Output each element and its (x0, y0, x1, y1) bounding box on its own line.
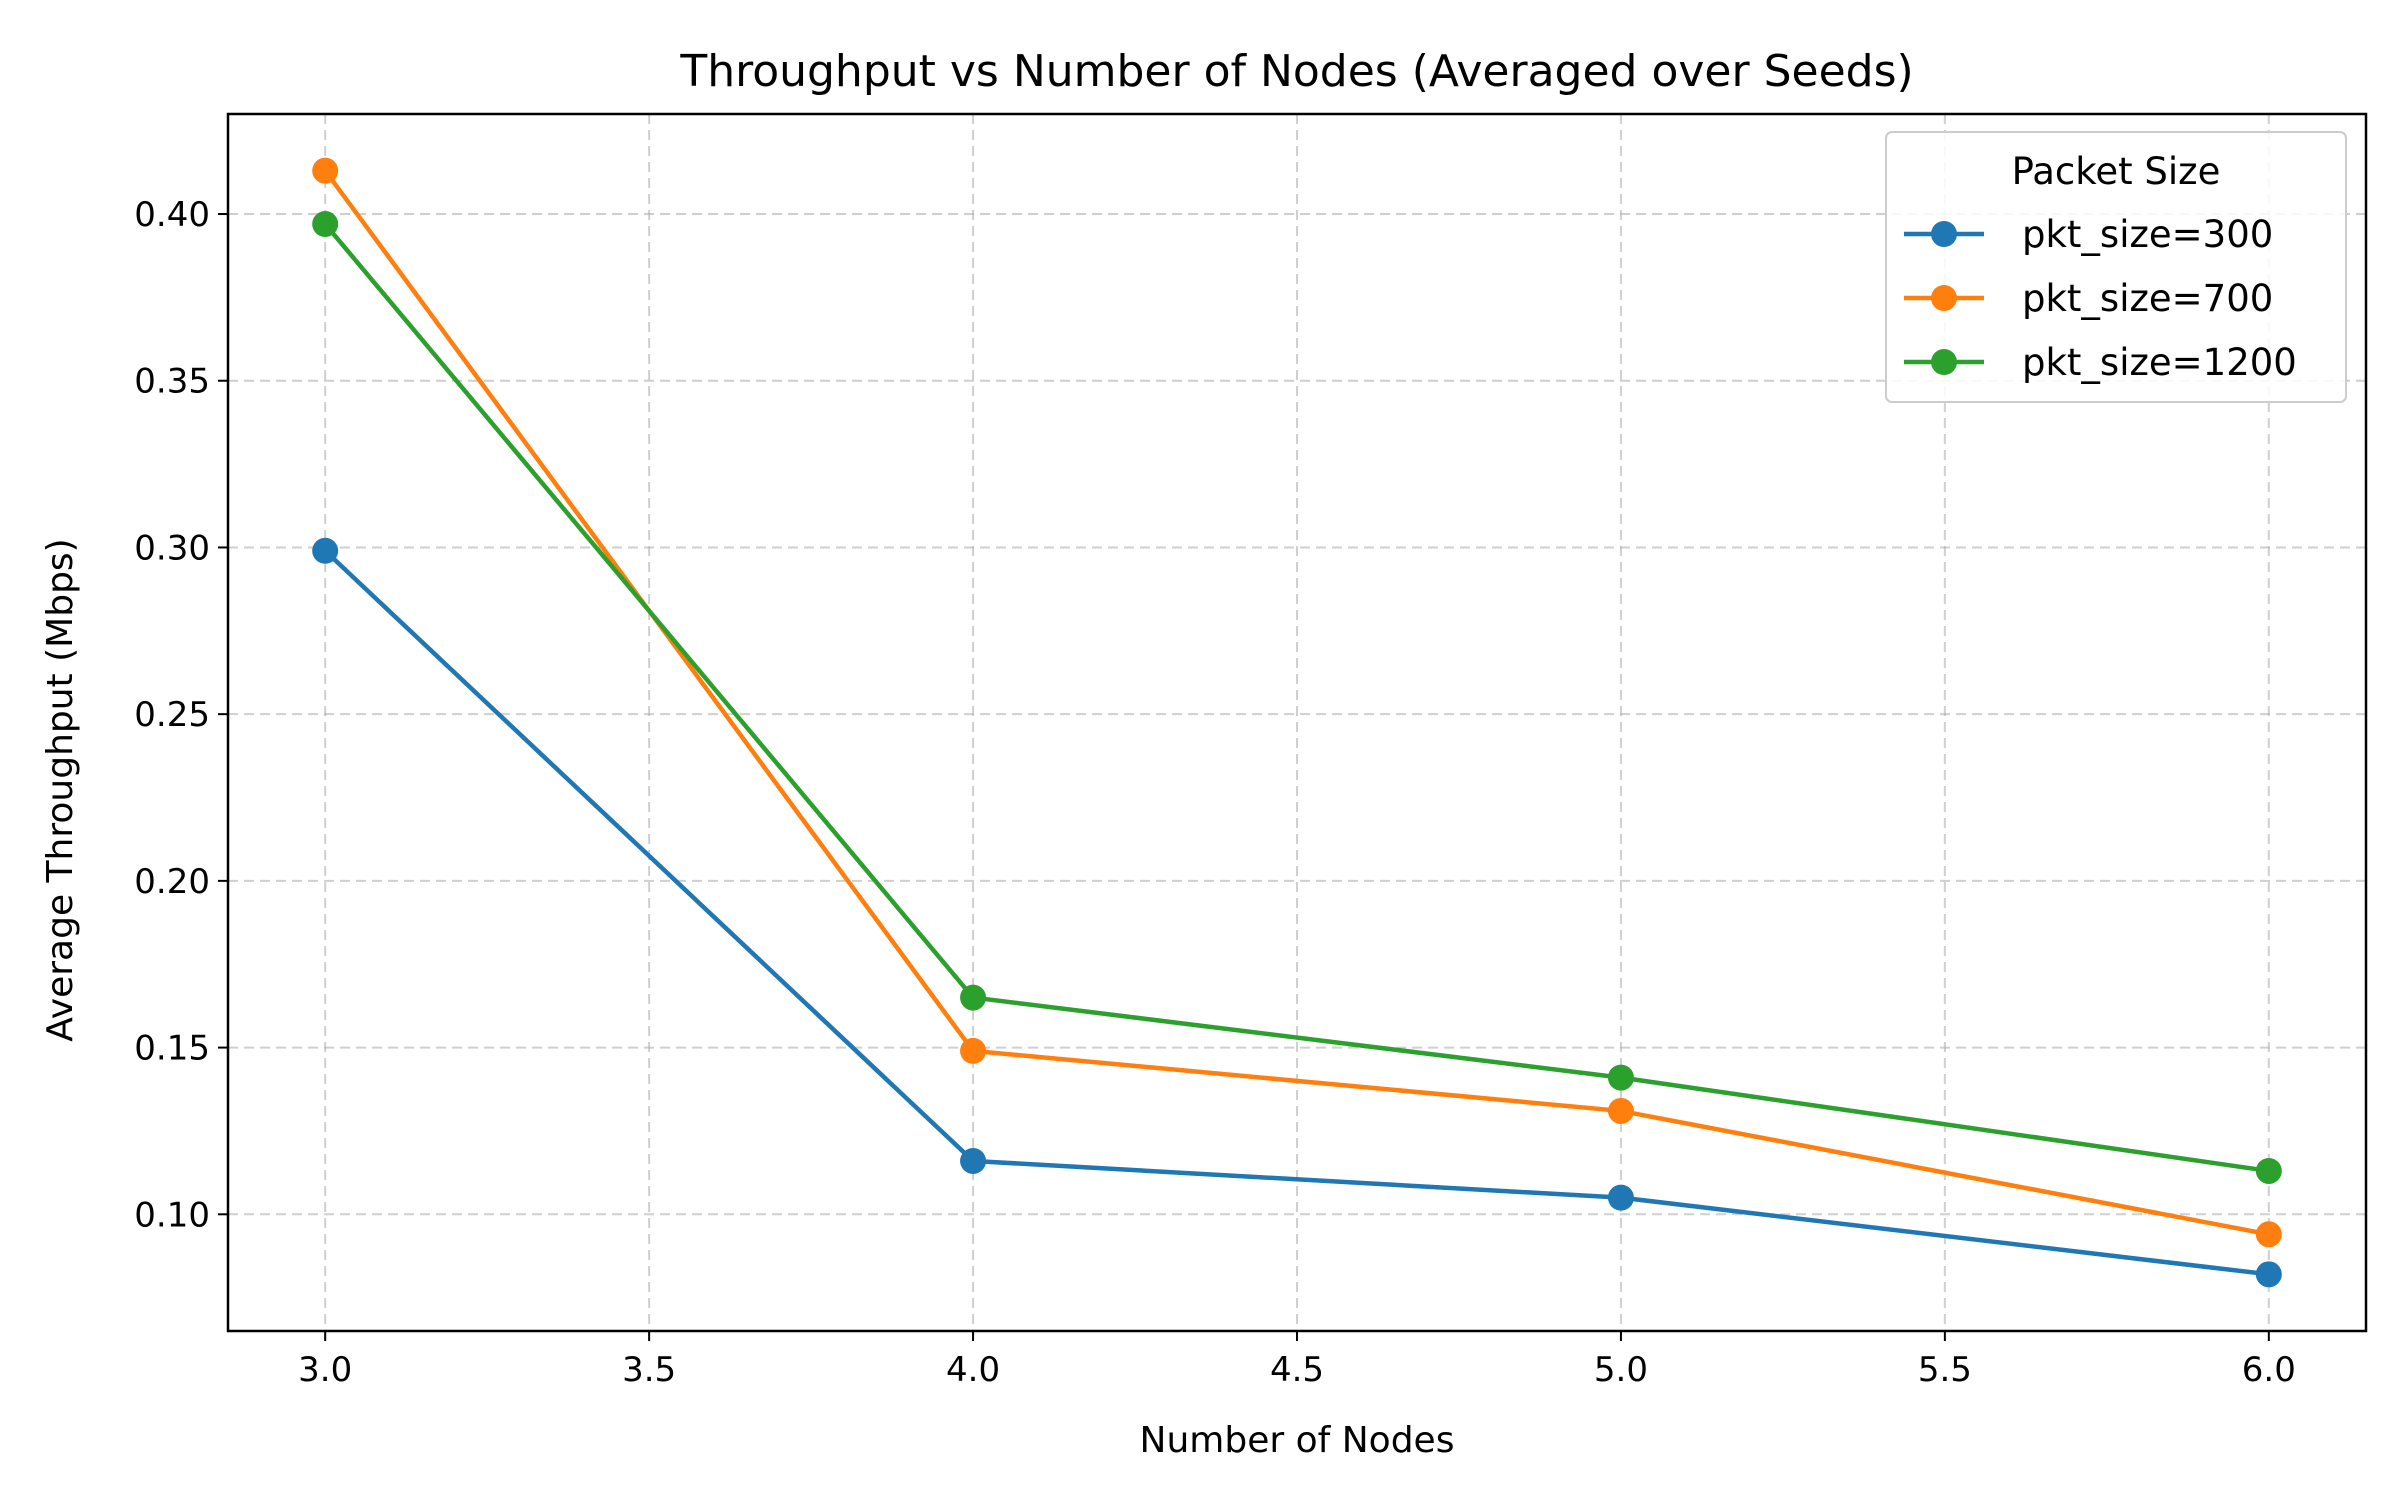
y-tick-label: 0.10 (134, 1195, 210, 1235)
data-point (312, 537, 339, 564)
series-line (323, 222, 2270, 1174)
y-tick-label: 0.15 (134, 1029, 210, 1069)
x-tick-label: 3.0 (298, 1350, 352, 1390)
data-point (2255, 1157, 2282, 1184)
legend-swatch-marker (1931, 349, 1957, 375)
legend-entry-label: pkt_size=1200 (2022, 341, 2297, 384)
chart-title: Throughput vs Number of Nodes (Averaged … (679, 46, 1913, 97)
data-point (312, 211, 339, 238)
ticks-layer: 3.0 3.5 4.0 4.5 5.0 5.5 6.0 0.10 0.15 0.20 0.25 0.3… (134, 195, 2296, 1390)
legend-entry-label: pkt_size=300 (2022, 213, 2273, 256)
data-point (1607, 1064, 1634, 1091)
y-tick-label: 0.25 (134, 695, 210, 735)
data-point (1607, 1097, 1634, 1124)
data-point (312, 157, 339, 184)
y-tick-label: 0.40 (134, 195, 210, 235)
data-point (2255, 1221, 2282, 1248)
legend-title: Packet Size (2012, 150, 2221, 193)
x-axis-label: Number of Nodes (1140, 1420, 1455, 1461)
y-tick-label: 0.20 (134, 862, 210, 902)
x-tick-label: 6.0 (2242, 1350, 2296, 1390)
data-point (960, 984, 987, 1011)
data-point (1607, 1184, 1634, 1211)
data-point (960, 1147, 987, 1174)
x-tick-label: 5.5 (1918, 1350, 1972, 1390)
legend-swatch-marker (1931, 285, 1957, 311)
series-line (323, 549, 2270, 1277)
legend-box (1885, 131, 2347, 403)
legend-entry-label: pkt_size=700 (2022, 277, 2273, 320)
data-point (960, 1037, 987, 1064)
y-tick-label: 0.35 (134, 362, 210, 402)
x-tick-label: 4.0 (946, 1350, 1000, 1390)
x-tick-label: 5.0 (1594, 1350, 1648, 1390)
x-tick-label: 3.5 (622, 1350, 676, 1390)
y-tick-label: 0.30 (134, 528, 210, 568)
y-axis-label: Average Throughput (Mbps) (40, 538, 81, 1041)
data-point (2255, 1261, 2282, 1288)
legend-swatch-marker (1931, 221, 1957, 247)
series-layer (312, 157, 2282, 1288)
legend: Packet Size pkt_size=300 pkt_size=700 pkt_s… (1885, 131, 2347, 403)
x-tick-label: 4.5 (1270, 1350, 1324, 1390)
grid-layer (228, 114, 2366, 1331)
